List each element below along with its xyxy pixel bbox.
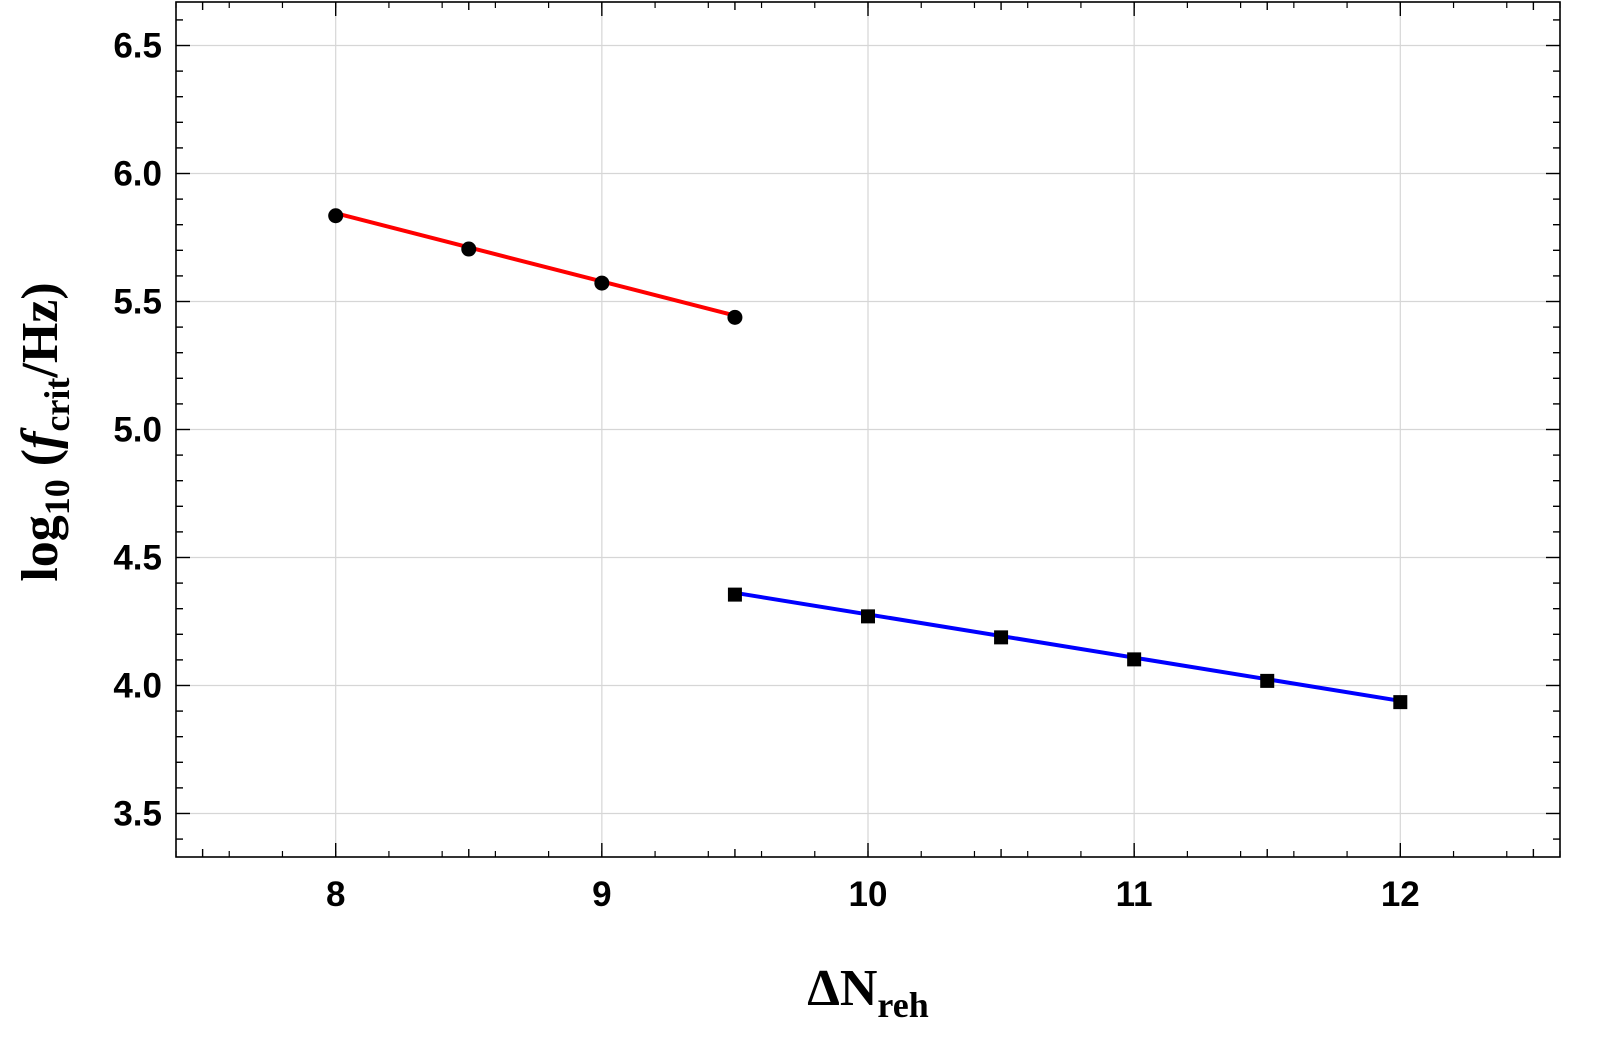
series-1-point <box>461 241 477 257</box>
y-axis-title-prefix-sub: 10 <box>37 479 77 515</box>
y-tick-label: 4.5 <box>113 538 162 577</box>
y-axis-title: log10 (fcrit/Hz) <box>12 282 77 581</box>
series-1-point <box>328 208 344 224</box>
y-axis-title-prefix: log <box>12 515 69 581</box>
y-tick-label: 6.0 <box>113 155 162 194</box>
ticks <box>175 2 1561 857</box>
x-axis-title: ΔNreh <box>807 960 928 1025</box>
y-tick-label: 4.0 <box>113 666 162 705</box>
series-2-fit-line <box>734 590 1401 703</box>
x-axis-title-main: ΔN <box>807 960 877 1017</box>
series-2-point <box>1260 673 1275 688</box>
x-tick-label: 12 <box>1381 875 1420 914</box>
y-tick-label: 3.5 <box>113 794 162 833</box>
tick-labels: 8 9 10 11 12 3.5 4.0 4.5 5.0 5.5 6.0 6.5 <box>113 27 1419 914</box>
series <box>328 208 1408 710</box>
series-2-point <box>1393 695 1408 710</box>
series-2-point <box>994 630 1009 645</box>
y-tick-label: 6.5 <box>113 27 162 66</box>
x-tick-label: 8 <box>326 875 345 914</box>
y-axis-title-open: ( <box>12 449 69 479</box>
y-tick-label: 5.0 <box>113 411 162 450</box>
y-axis-title-unit: /Hz) <box>12 282 69 378</box>
x-tick-label: 11 <box>1116 875 1153 914</box>
series-2-point <box>861 609 875 624</box>
x-tick-label: 10 <box>849 875 888 914</box>
series-1-fit-line <box>335 211 736 318</box>
y-axis-title-var-sub: crit <box>37 378 77 432</box>
y-axis-title-var: f <box>12 427 69 449</box>
series-2-point <box>727 587 742 602</box>
grid <box>176 2 1560 857</box>
series-1-point <box>727 309 743 325</box>
series-1-point <box>594 275 610 291</box>
series-2-point <box>1127 652 1142 667</box>
y-tick-label: 5.5 <box>113 283 162 322</box>
x-axis-title-sub: reh <box>877 985 928 1025</box>
x-tick-label: 9 <box>592 875 611 914</box>
